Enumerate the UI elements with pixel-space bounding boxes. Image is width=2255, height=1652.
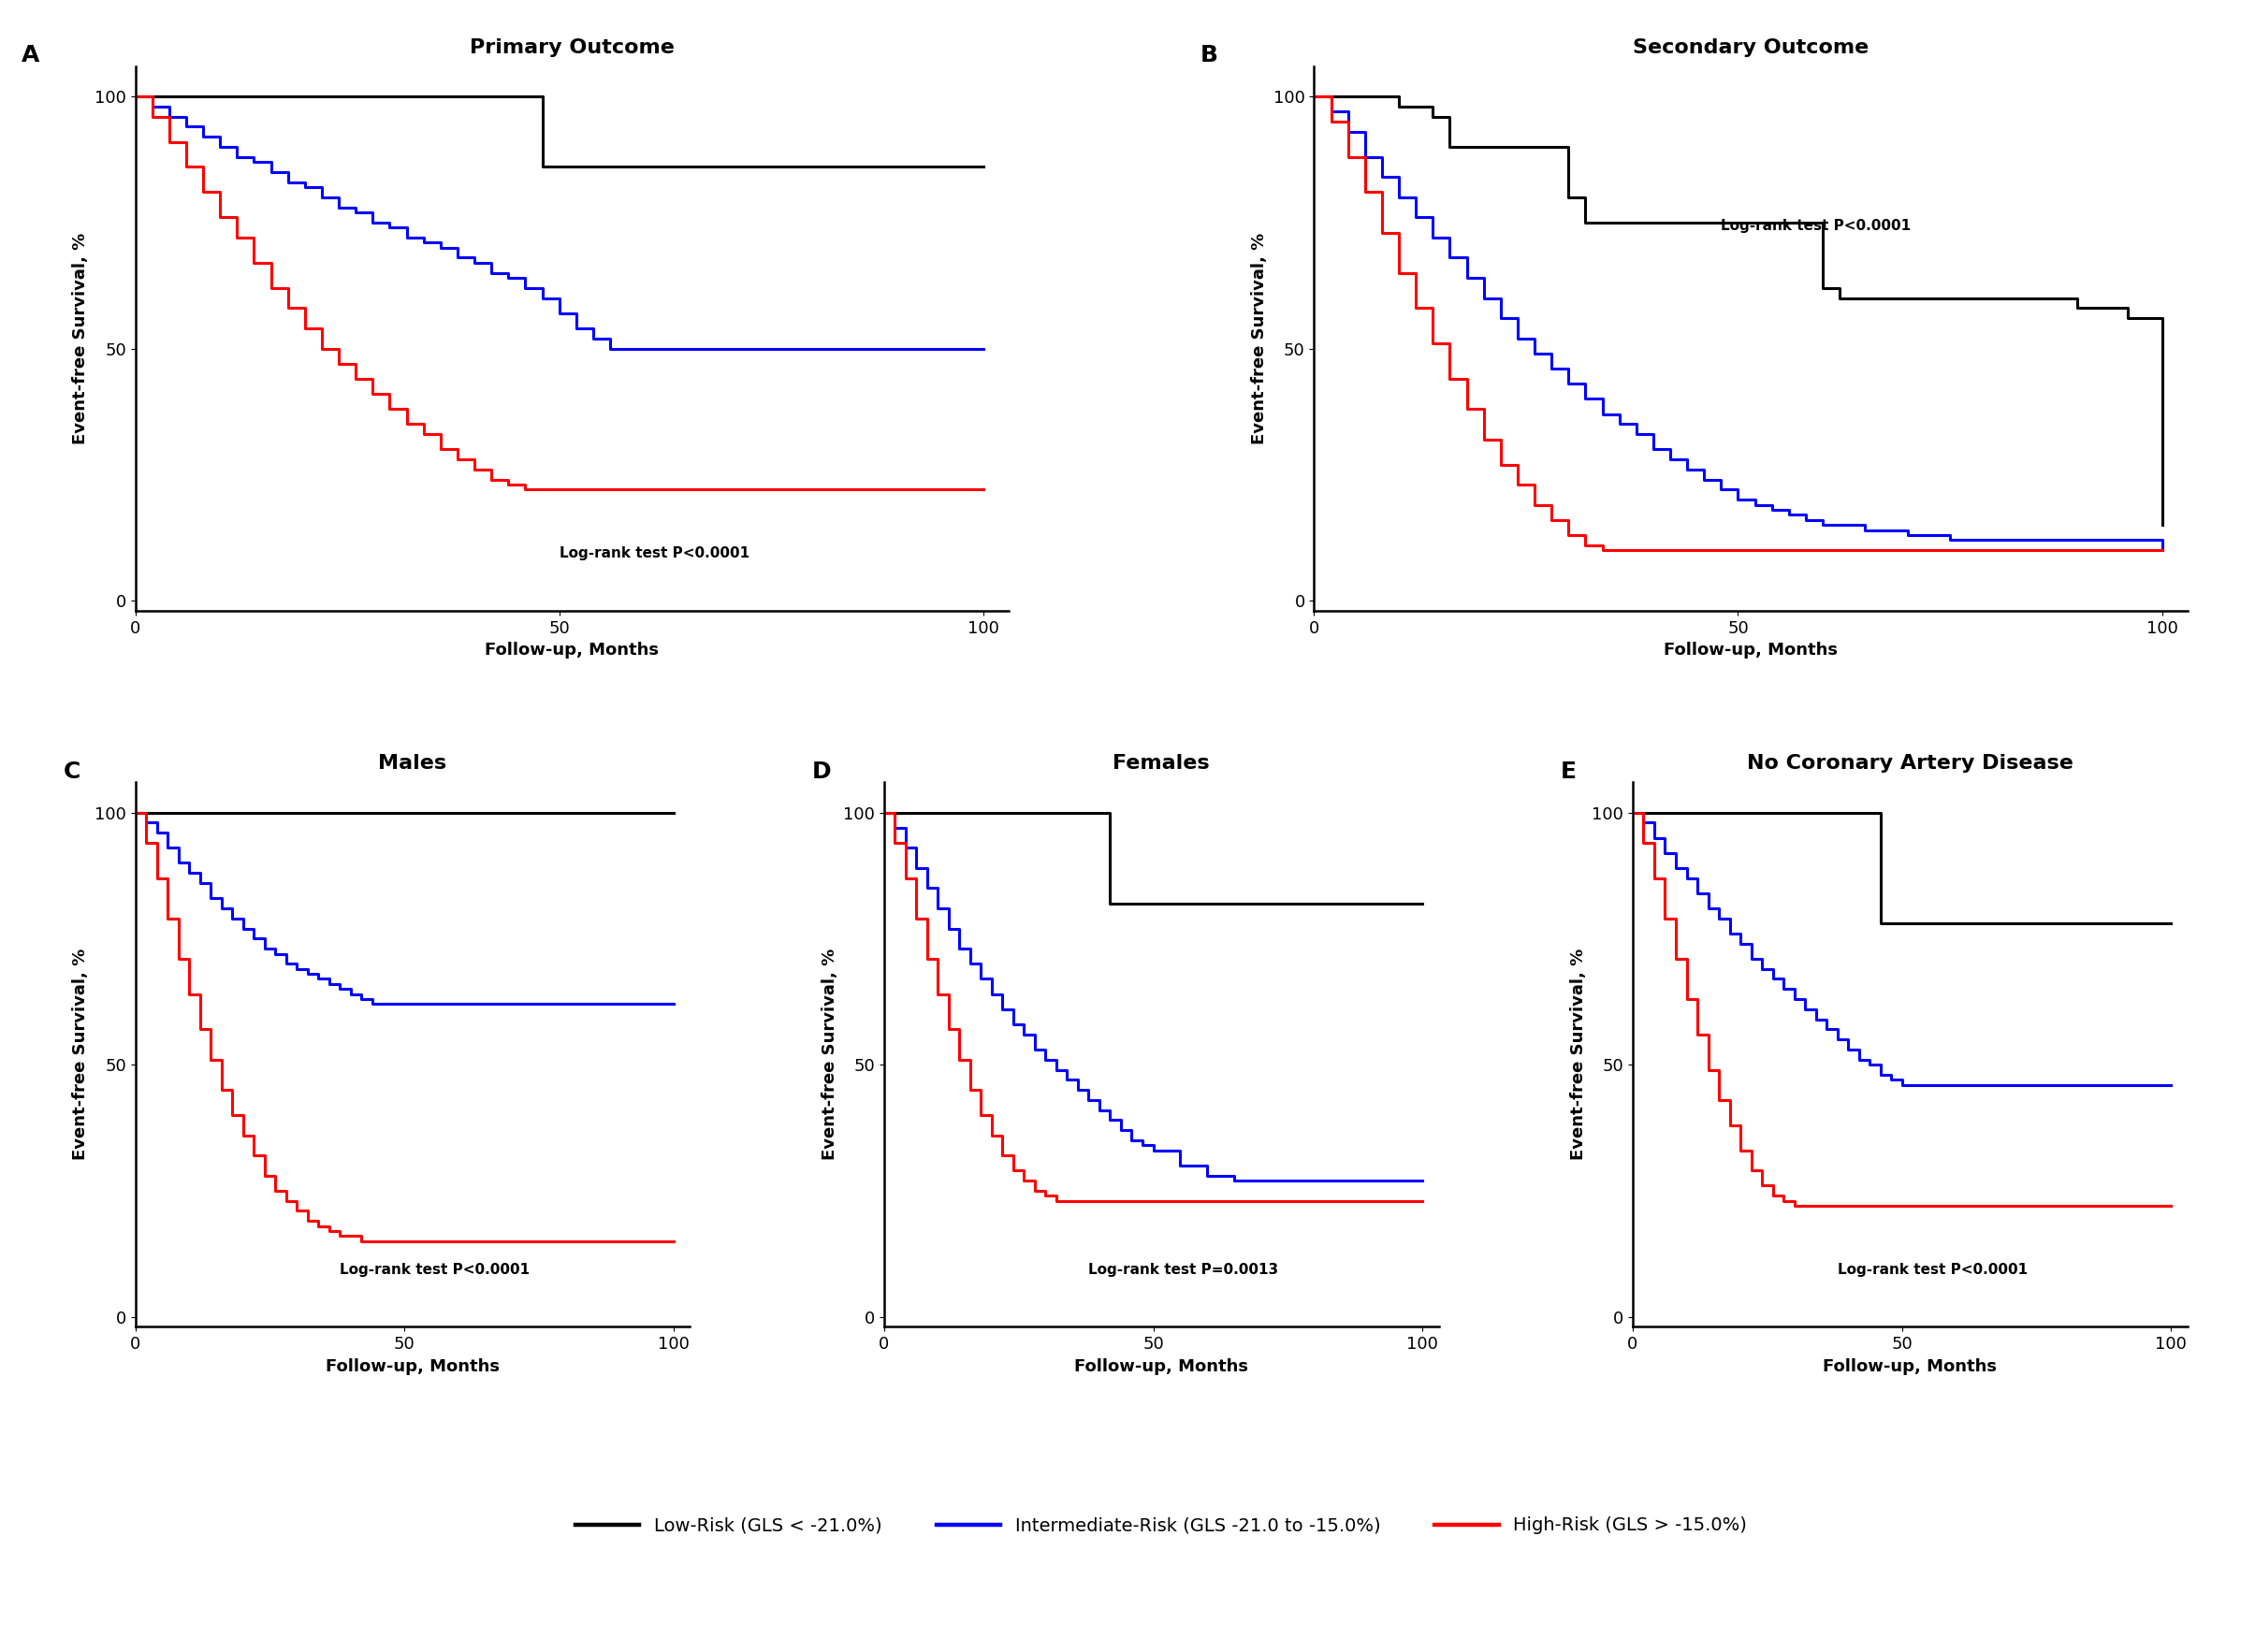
Y-axis label: Event-free Survival, %: Event-free Survival, % (821, 948, 839, 1160)
X-axis label: Follow-up, Months: Follow-up, Months (1073, 1358, 1249, 1374)
Text: Log-rank test P<0.0001: Log-rank test P<0.0001 (559, 547, 749, 560)
Title: Females: Females (1114, 755, 1209, 773)
Y-axis label: Event-free Survival, %: Event-free Survival, % (1252, 233, 1267, 444)
X-axis label: Follow-up, Months: Follow-up, Months (325, 1358, 501, 1374)
Text: D: D (812, 760, 832, 783)
Text: Log-rank test P<0.0001: Log-rank test P<0.0001 (1721, 218, 1912, 233)
Text: Log-rank test P<0.0001: Log-rank test P<0.0001 (1838, 1262, 2027, 1277)
Y-axis label: Event-free Survival, %: Event-free Survival, % (72, 233, 90, 444)
Text: C: C (63, 760, 81, 783)
X-axis label: Follow-up, Months: Follow-up, Months (1822, 1358, 1998, 1374)
Text: Log-rank test P=0.0013: Log-rank test P=0.0013 (1089, 1262, 1279, 1277)
Title: Males: Males (379, 755, 446, 773)
Y-axis label: Event-free Survival, %: Event-free Survival, % (72, 948, 90, 1160)
Y-axis label: Event-free Survival, %: Event-free Survival, % (1569, 948, 1588, 1160)
X-axis label: Follow-up, Months: Follow-up, Months (485, 643, 658, 659)
Title: Primary Outcome: Primary Outcome (469, 38, 674, 56)
Text: Log-rank test P<0.0001: Log-rank test P<0.0001 (341, 1262, 530, 1277)
X-axis label: Follow-up, Months: Follow-up, Months (1664, 643, 1838, 659)
Title: No Coronary Artery Disease: No Coronary Artery Disease (1748, 755, 2072, 773)
Text: E: E (1560, 760, 1576, 783)
Text: A: A (23, 45, 41, 66)
Legend: Low-Risk (GLS < -21.0%), Intermediate-Risk (GLS -21.0 to -15.0%), High-Risk (GLS: Low-Risk (GLS < -21.0%), Intermediate-Ri… (568, 1510, 1754, 1541)
Title: Secondary Outcome: Secondary Outcome (1633, 38, 1869, 56)
Text: B: B (1200, 45, 1218, 66)
